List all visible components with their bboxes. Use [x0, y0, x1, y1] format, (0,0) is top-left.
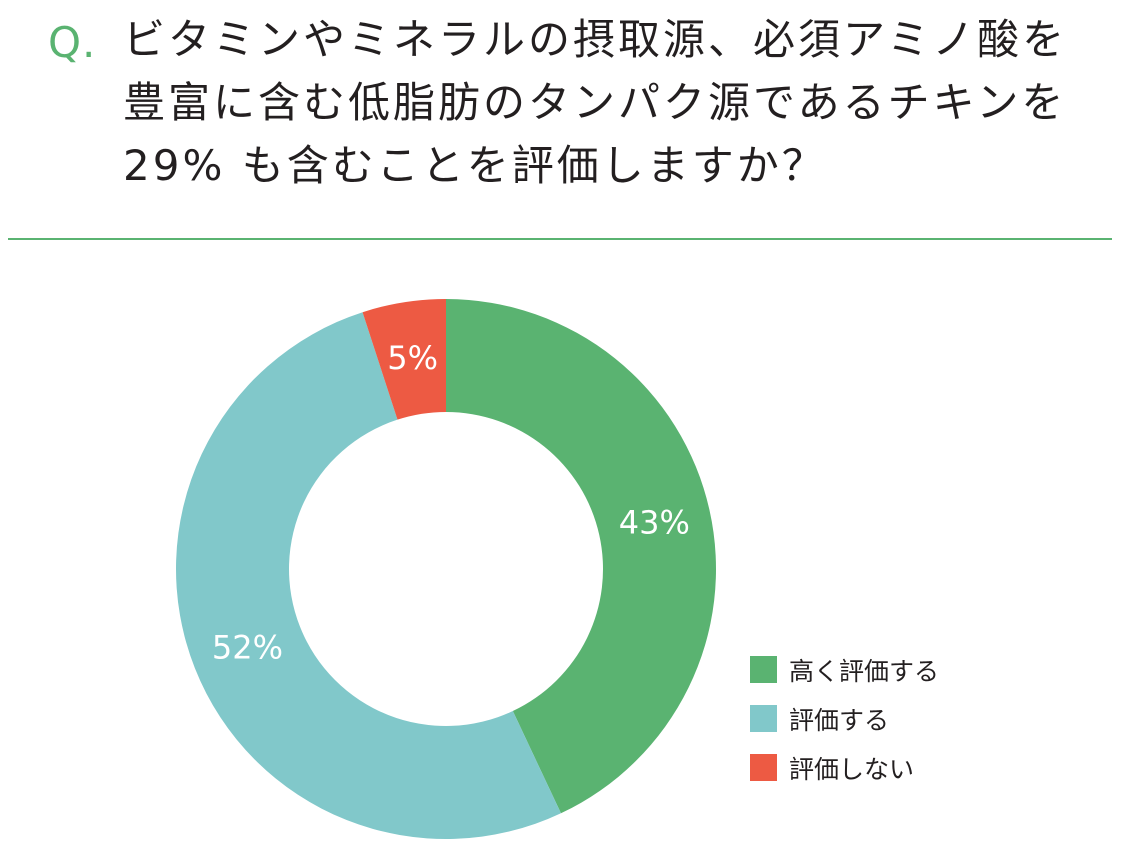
legend-label: 評価しない: [789, 754, 915, 784]
data-label: 43%: [619, 503, 690, 541]
chart-legend: 高く評価する 評価する 評価しない: [750, 645, 939, 792]
data-label: 5%: [387, 339, 438, 377]
legend-item: 評価しない: [750, 743, 939, 792]
legend-label: 高く評価する: [789, 656, 940, 686]
legend-item: 高く評価する: [750, 645, 939, 694]
legend-swatch-mid: [750, 705, 777, 732]
legend-swatch-low: [750, 754, 777, 781]
data-label: 52%: [212, 629, 283, 667]
title-divider: [8, 238, 1112, 240]
donut-slice-high: [446, 299, 716, 814]
legend-swatch-high: [750, 656, 777, 683]
donut-slice-low: [362, 299, 446, 420]
legend-label: 評価する: [789, 705, 890, 735]
donut-slice-mid: [175, 312, 561, 840]
legend-item: 評価する: [750, 694, 939, 743]
question-text: ビタミンやミネラルの摂取源、必須アミノ酸を豊富に含む低脂肪のタンパク源であるチキ…: [123, 15, 1068, 190]
question-marker: Q.: [48, 18, 97, 67]
